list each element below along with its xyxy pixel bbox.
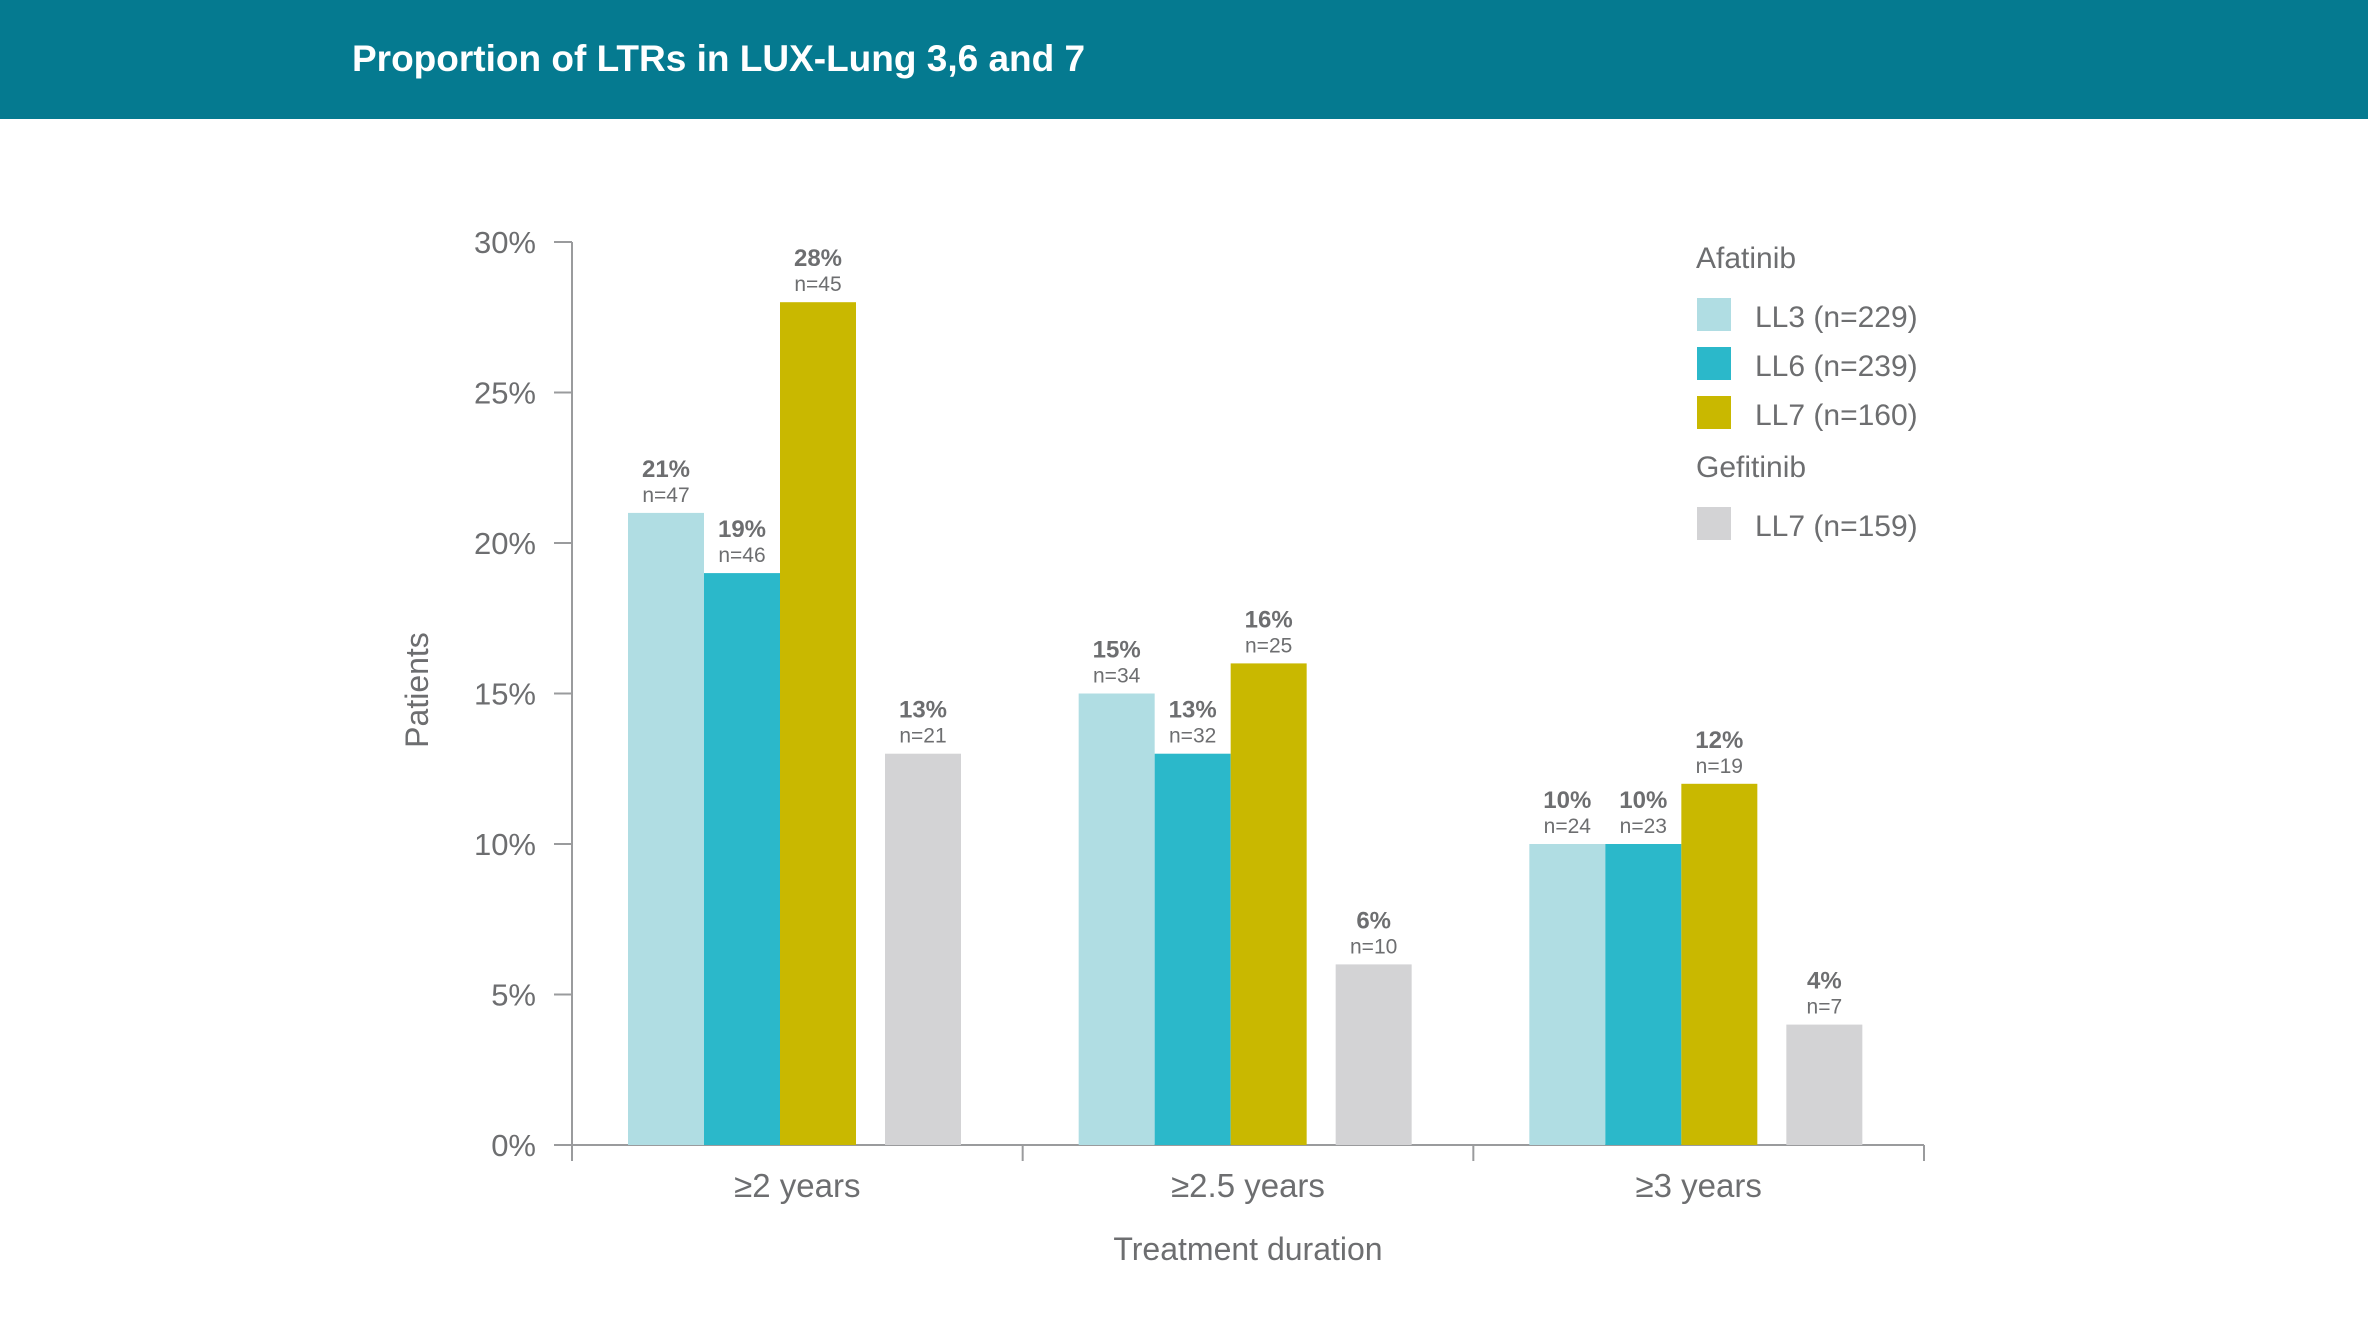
x-tick-label: ≥3 years [1636,1167,1762,1204]
bar-n-label: n=32 [1169,725,1216,748]
y-tick-label: 10% [474,827,536,862]
bar [1529,844,1606,1145]
bar-percent-label: 6% [1356,907,1391,934]
bar [1605,844,1682,1145]
bar-n-label: n=45 [794,273,841,296]
legend-label: LL3 (n=229) [1755,301,1918,334]
bar [1078,693,1155,1145]
legend-label: LL7 (n=159) [1755,510,1918,543]
bar-percent-label: 21% [642,456,690,483]
page-title: Proportion of LTRs in LUX-Lung 3,6 and 7 [352,38,1086,79]
x-tick-label: ≥2.5 years [1171,1167,1325,1204]
bar [1786,1024,1863,1145]
bar-n-label: n=34 [1093,665,1141,688]
legend-label: LL6 (n=239) [1755,350,1918,383]
bar [1230,663,1307,1145]
bar [885,753,961,1145]
bar-percent-label: 15% [1093,637,1141,664]
y-tick-label: 20% [474,526,536,561]
bar-n-label: n=19 [1696,755,1743,778]
legend-swatch [1697,396,1731,429]
bar-n-label: n=47 [642,484,689,507]
bar-percent-label: 12% [1695,727,1743,754]
bar-percent-label: 13% [1169,697,1217,724]
bar-n-label: n=24 [1544,815,1592,838]
legend-swatch [1697,298,1731,331]
bar-n-label: n=21 [899,725,946,748]
bar-percent-label: 10% [1619,787,1667,814]
bar-n-label: n=23 [1620,815,1667,838]
header-bar: Proportion of LTRs in LUX-Lung 3,6 and 7 [0,0,2368,119]
bar-n-label: n=10 [1350,935,1397,958]
y-tick-label: 15% [474,677,536,712]
bar [704,573,780,1145]
bar-percent-label: 28% [794,245,842,272]
bar-n-label: n=7 [1807,996,1843,1019]
legend-label: LL7 (n=160) [1755,399,1918,432]
y-axis-title: Patients [399,632,435,748]
legend-group-title: Afatinib [1696,242,1796,275]
y-tick-label: 0% [491,1128,536,1163]
bar [628,512,704,1145]
bar [1335,964,1412,1145]
legend-group-title: Gefitinib [1696,451,1806,484]
y-tick-label: 30% [474,225,536,260]
bar-percent-label: 19% [718,516,766,543]
bar-percent-label: 10% [1543,787,1591,814]
bar-percent-label: 13% [899,697,947,724]
x-tick-label: ≥2 years [734,1167,860,1204]
bar-n-label: n=46 [718,544,765,567]
y-tick-label: 5% [491,978,536,1013]
bar-percent-label: 4% [1807,968,1842,995]
legend-swatch [1697,507,1731,540]
bar-percent-label: 16% [1245,606,1293,633]
legend-swatch [1697,347,1731,380]
bar [780,302,856,1145]
x-axis-title: Treatment duration [1113,1231,1382,1267]
bar [1154,753,1231,1145]
bar [1681,783,1758,1145]
y-tick-label: 25% [474,376,536,411]
bar-n-label: n=25 [1245,634,1292,657]
